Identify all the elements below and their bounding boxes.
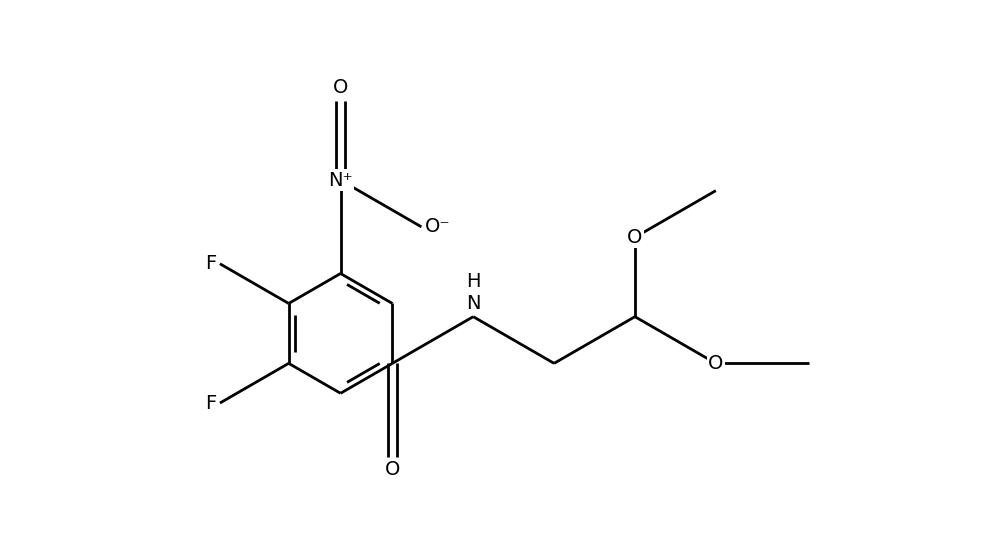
Text: O: O: [707, 354, 723, 373]
Text: O: O: [384, 460, 399, 479]
Text: H
N: H N: [465, 272, 480, 313]
Text: F: F: [205, 254, 217, 273]
Text: O: O: [333, 78, 348, 97]
Text: O⁻: O⁻: [424, 217, 450, 236]
Text: F: F: [205, 394, 217, 412]
Text: O: O: [627, 228, 642, 247]
Text: N⁺: N⁺: [328, 171, 353, 190]
